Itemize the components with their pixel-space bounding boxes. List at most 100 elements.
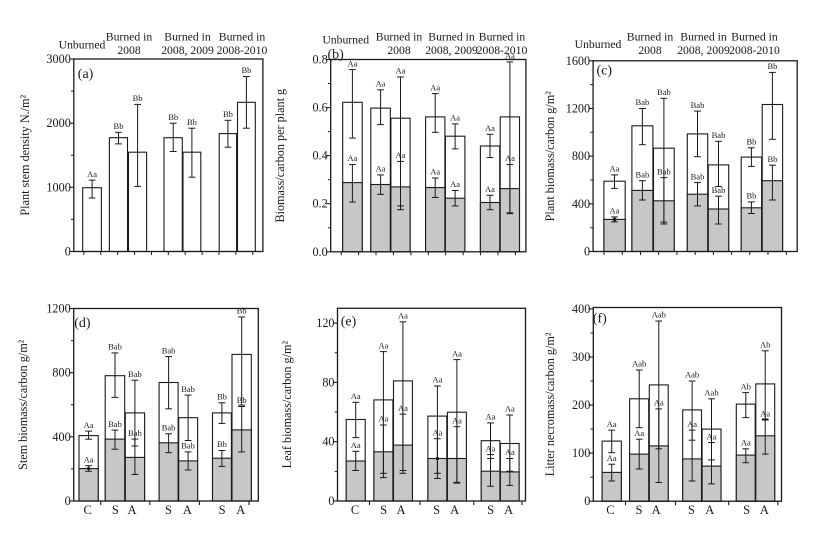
svg-text:S: S bbox=[219, 503, 226, 517]
svg-text:Aa: Aa bbox=[452, 415, 462, 425]
svg-text:C: C bbox=[606, 503, 614, 517]
svg-text:2008-2010: 2008-2010 bbox=[477, 44, 528, 57]
svg-text:Aa: Aa bbox=[610, 164, 620, 174]
svg-text:Aa: Aa bbox=[430, 167, 440, 177]
svg-text:400: 400 bbox=[52, 430, 70, 444]
svg-text:Burned in: Burned in bbox=[731, 31, 778, 44]
svg-text:Unburned: Unburned bbox=[59, 38, 106, 51]
svg-text:Aa: Aa bbox=[687, 419, 697, 429]
svg-text:Burned in: Burned in bbox=[106, 31, 153, 44]
svg-text:Bab: Bab bbox=[162, 423, 176, 433]
svg-text:2008-2010: 2008-2010 bbox=[217, 44, 268, 57]
svg-text:Aa: Aa bbox=[505, 447, 515, 457]
svg-text:A: A bbox=[504, 503, 513, 517]
svg-text:Bab: Bab bbox=[636, 169, 650, 179]
svg-text:Plant stem density N./m²: Plant stem density N./m² bbox=[18, 94, 32, 215]
svg-text:A: A bbox=[652, 503, 661, 517]
svg-text:Aa: Aa bbox=[485, 184, 495, 194]
svg-text:S: S bbox=[433, 503, 440, 517]
svg-text:Stem biomass/carbon g/m²: Stem biomass/carbon g/m² bbox=[16, 339, 30, 470]
svg-text:Bab: Bab bbox=[712, 130, 726, 140]
svg-text:Aa: Aa bbox=[376, 79, 386, 89]
svg-text:1600: 1600 bbox=[566, 54, 590, 68]
svg-text:S: S bbox=[688, 503, 695, 517]
svg-text:Aa: Aa bbox=[607, 453, 617, 463]
svg-text:Burned in: Burned in bbox=[680, 31, 727, 44]
svg-text:800: 800 bbox=[52, 366, 70, 380]
svg-text:Burned in: Burned in bbox=[219, 31, 266, 44]
svg-text:40: 40 bbox=[322, 435, 334, 449]
svg-text:Bab: Bab bbox=[691, 100, 705, 110]
svg-text:Bb: Bb bbox=[767, 154, 777, 164]
svg-text:Bb: Bb bbox=[217, 439, 227, 449]
svg-text:Aa: Aa bbox=[84, 454, 94, 464]
svg-text:Burned in: Burned in bbox=[428, 31, 475, 44]
svg-text:Aa: Aa bbox=[378, 340, 388, 350]
svg-text:Aa: Aa bbox=[654, 398, 664, 408]
svg-text:(c): (c) bbox=[597, 64, 613, 79]
svg-text:2008-2010: 2008-2010 bbox=[729, 44, 780, 57]
svg-text:Aa: Aa bbox=[741, 438, 751, 448]
svg-text:S: S bbox=[636, 503, 643, 517]
svg-text:Aa: Aa bbox=[84, 420, 94, 430]
svg-text:A: A bbox=[127, 503, 136, 517]
svg-text:Aa: Aa bbox=[505, 404, 515, 414]
svg-text:Aab: Aab bbox=[632, 359, 646, 369]
svg-text:80: 80 bbox=[322, 375, 334, 389]
svg-text:Aa: Aa bbox=[351, 391, 361, 401]
svg-text:C: C bbox=[351, 503, 359, 517]
svg-text:2008, 2009: 2008, 2009 bbox=[425, 44, 478, 57]
svg-text:0: 0 bbox=[584, 245, 590, 259]
svg-text:Aab: Aab bbox=[704, 388, 718, 398]
svg-text:Leaf biomass/carbon g/m²: Leaf biomass/carbon g/m² bbox=[280, 340, 294, 468]
svg-text:Aa: Aa bbox=[505, 153, 515, 163]
svg-text:A: A bbox=[760, 503, 769, 517]
svg-text:Bab: Bab bbox=[181, 384, 195, 394]
svg-text:Biomass/carbon per plant g: Biomass/carbon per plant g bbox=[273, 89, 287, 223]
svg-text:Aa: Aa bbox=[607, 419, 617, 429]
svg-text:A: A bbox=[705, 503, 714, 517]
svg-text:1200: 1200 bbox=[566, 102, 590, 116]
svg-text:Aa: Aa bbox=[450, 113, 460, 123]
svg-text:A: A bbox=[450, 503, 459, 517]
svg-text:S: S bbox=[487, 503, 494, 517]
svg-text:300: 300 bbox=[572, 350, 590, 364]
svg-text:(b): (b) bbox=[328, 48, 345, 63]
svg-text:2008, 2009: 2008, 2009 bbox=[161, 44, 214, 57]
svg-text:Aab: Aab bbox=[652, 310, 666, 320]
svg-text:Bab: Bab bbox=[108, 419, 122, 429]
svg-text:C: C bbox=[84, 503, 92, 517]
svg-text:400: 400 bbox=[572, 302, 590, 316]
svg-text:Bab: Bab bbox=[128, 428, 142, 438]
svg-text:1200: 1200 bbox=[46, 302, 70, 316]
svg-text:Aa: Aa bbox=[760, 409, 770, 419]
svg-text:0: 0 bbox=[584, 494, 590, 508]
svg-text:Aa: Aa bbox=[432, 427, 442, 437]
svg-text:2008: 2008 bbox=[387, 44, 411, 57]
svg-text:A: A bbox=[183, 503, 192, 517]
svg-text:Aa: Aa bbox=[347, 58, 357, 68]
svg-text:Litter necromass/carbon g/m²: Litter necromass/carbon g/m² bbox=[543, 332, 557, 476]
svg-text:Aa: Aa bbox=[398, 403, 408, 413]
svg-text:Bab: Bab bbox=[712, 185, 726, 195]
svg-text:Bb: Bb bbox=[168, 112, 178, 122]
svg-text:2008: 2008 bbox=[638, 44, 662, 57]
svg-text:100: 100 bbox=[572, 446, 590, 460]
svg-text:Aa: Aa bbox=[396, 66, 406, 76]
svg-text:Plant biomass/carbon g/m²: Plant biomass/carbon g/m² bbox=[543, 91, 557, 222]
svg-text:Aa: Aa bbox=[707, 431, 717, 441]
svg-text:Aa: Aa bbox=[87, 169, 97, 179]
svg-text:Aa: Aa bbox=[432, 375, 442, 385]
svg-text:Bab: Bab bbox=[657, 87, 671, 97]
svg-text:Bb: Bb bbox=[767, 61, 777, 71]
svg-text:0: 0 bbox=[328, 494, 334, 508]
svg-text:Bb: Bb bbox=[241, 65, 251, 75]
svg-text:S: S bbox=[112, 503, 119, 517]
svg-text:(a): (a) bbox=[78, 67, 94, 82]
svg-text:3000: 3000 bbox=[46, 52, 70, 66]
svg-text:Aa: Aa bbox=[452, 348, 462, 358]
svg-text:120: 120 bbox=[316, 316, 334, 330]
svg-text:0.2: 0.2 bbox=[312, 197, 327, 211]
svg-text:400: 400 bbox=[572, 197, 590, 211]
svg-text:1000: 1000 bbox=[46, 180, 70, 194]
